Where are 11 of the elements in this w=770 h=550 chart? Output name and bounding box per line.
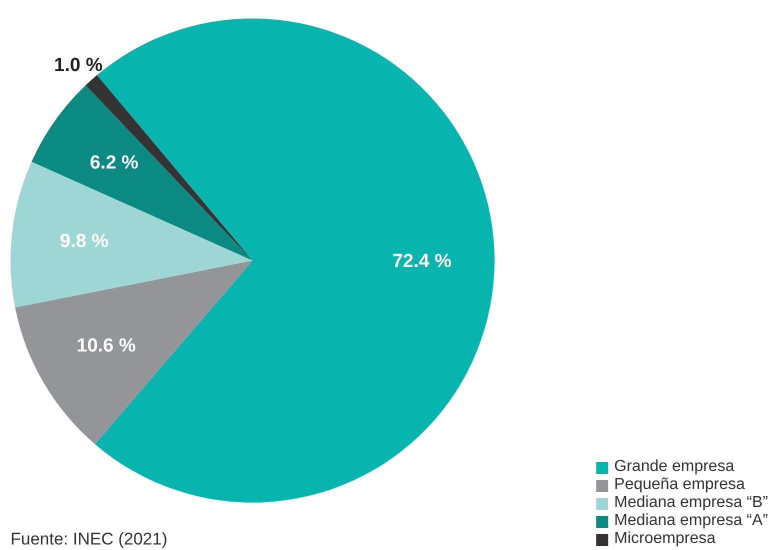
legend-label: Microempresa (614, 530, 716, 548)
source-note: Fuente: INEC (2021) (10, 530, 168, 548)
data-label: 9.8 % (60, 231, 109, 252)
legend-label: Grande empresa (614, 458, 734, 476)
data-label: 10.6 % (76, 335, 136, 356)
data-label: 1.0 % (54, 55, 103, 76)
legend-label: Mediana empresa “B” (614, 494, 768, 512)
data-label: 72.4 % (392, 250, 452, 272)
data-label: 6.2 % (90, 152, 139, 174)
legend-label: Mediana empresa “A” (614, 512, 768, 530)
legend-label: Pequeña empresa (614, 476, 745, 494)
